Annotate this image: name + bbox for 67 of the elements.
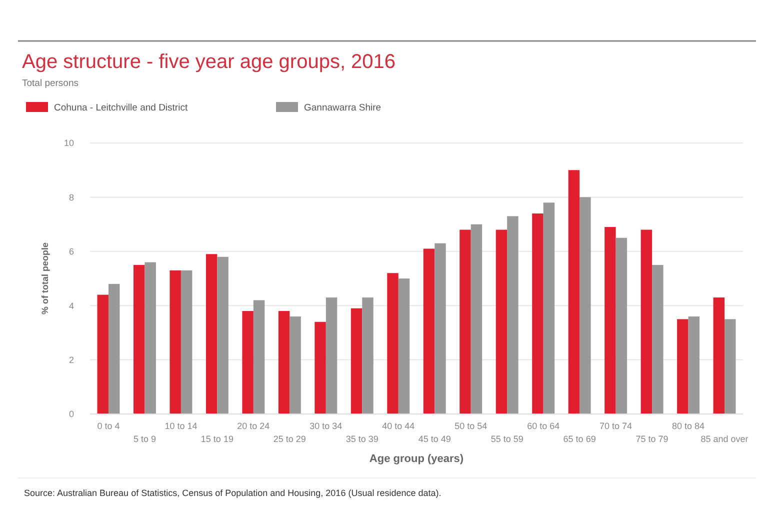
bar <box>652 264 664 414</box>
x-tick-label: 5 to 9 <box>133 434 156 444</box>
bar <box>713 297 725 414</box>
bar <box>108 284 120 414</box>
bar <box>398 278 410 414</box>
y-tick-label: 10 <box>64 138 74 148</box>
x-tick-label: 55 to 59 <box>490 434 524 444</box>
bar <box>278 311 290 414</box>
legend-label: Gannawarra Shire <box>304 102 382 114</box>
bar <box>206 254 218 414</box>
bar <box>253 300 265 414</box>
y-tick-label: 8 <box>68 192 74 202</box>
bar <box>724 319 736 414</box>
x-tick-label: 45 to 49 <box>418 434 451 444</box>
bar <box>434 243 446 414</box>
bar <box>496 230 508 414</box>
bar <box>387 273 398 414</box>
chart-title: Age structure - five year age groups, 2016 <box>22 51 396 73</box>
y-axis-title: % of total people <box>40 242 50 314</box>
x-tick-label: 75 to 79 <box>636 434 668 444</box>
bar <box>507 216 518 414</box>
bar <box>543 202 555 414</box>
bar <box>470 224 482 414</box>
x-tick-label: 25 to 29 <box>273 434 306 444</box>
bar <box>604 227 616 414</box>
bar <box>97 294 108 414</box>
bar <box>423 248 435 414</box>
y-tick-label: 6 <box>68 246 74 257</box>
bar <box>180 270 192 414</box>
legend-label: Cohuna - Leitchville and District <box>54 102 188 114</box>
bar <box>568 170 580 414</box>
y-tick-label: 0 <box>68 409 74 420</box>
bar <box>532 213 544 414</box>
bar <box>326 297 338 414</box>
bar <box>242 311 254 414</box>
chart-subtitle: Total persons <box>22 78 79 89</box>
y-tick-label: 4 <box>68 300 74 311</box>
x-tick-label: 80 to 84 <box>672 421 705 431</box>
bar <box>217 256 228 414</box>
x-tick-label: 50 to 54 <box>454 421 488 431</box>
bar <box>460 230 471 414</box>
y-tick-label: 2 <box>68 354 74 365</box>
bar <box>688 316 700 414</box>
x-tick-label: 60 to 64 <box>527 421 560 431</box>
bar <box>580 197 591 414</box>
bar <box>362 297 374 414</box>
x-tick-label: 35 to 39 <box>346 434 378 444</box>
x-tick-label: 15 to 19 <box>200 434 234 444</box>
bar <box>677 319 688 414</box>
bar <box>133 264 145 414</box>
x-tick-label: 85 and over <box>700 434 748 444</box>
bar <box>640 230 652 414</box>
x-tick-label: 0 to 4 <box>97 421 120 431</box>
x-tick-label: 20 to 24 <box>237 421 270 431</box>
bar <box>616 238 628 414</box>
x-axis-title: Age group (years) <box>369 453 464 465</box>
bar <box>314 322 326 414</box>
x-tick-label: 10 to 14 <box>164 421 198 431</box>
bar <box>170 270 181 414</box>
x-tick-label: 65 to 69 <box>563 434 596 444</box>
x-tick-label: 40 to 44 <box>382 421 415 431</box>
bar <box>350 308 362 414</box>
x-tick-label: 30 to 34 <box>310 421 342 431</box>
source-note: Source: Australian Bureau of Statistics, Census of Population and Housing, 2016 (Usual residence data). <box>24 488 442 498</box>
bar <box>144 262 156 414</box>
x-tick-label: 70 to 74 <box>600 421 632 431</box>
bar <box>290 316 301 414</box>
